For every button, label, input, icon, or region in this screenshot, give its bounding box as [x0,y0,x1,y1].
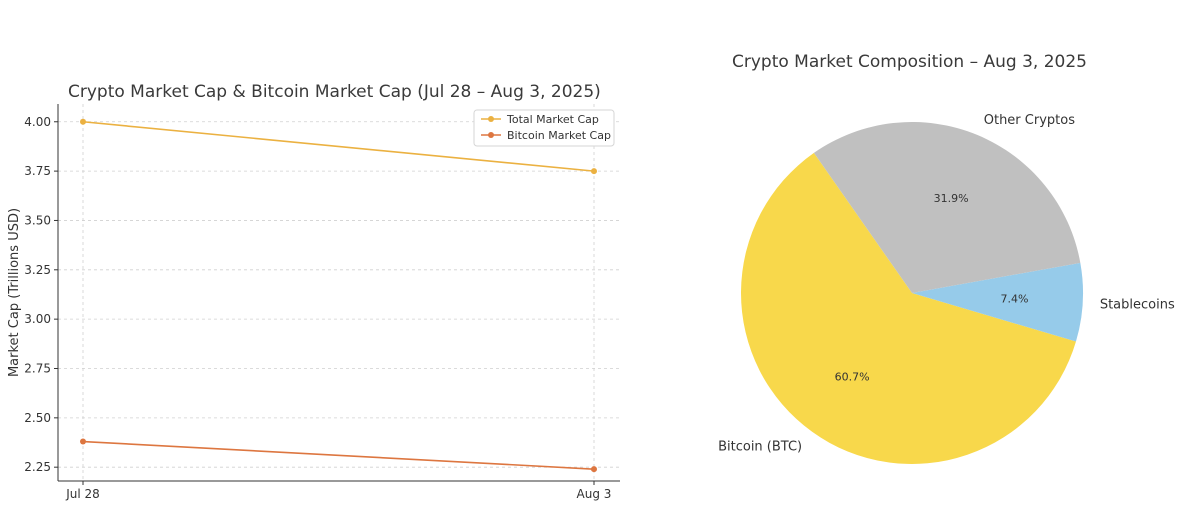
line-chart-title: Crypto Market Cap & Bitcoin Market Cap (… [68,82,601,102]
data-point [591,168,597,175]
pie-slice [813,121,1081,293]
pie-slice-label: Stablecoins [1100,297,1175,312]
pie-chart-title: Crypto Market Composition – Aug 3, 2025 [732,52,1087,72]
series-line-1 [82,440,595,470]
x-tick-label: Aug 3 [577,487,612,501]
legend-marker [488,116,494,122]
pie-slice [912,262,1083,342]
legend-box [473,109,615,147]
data-point [80,438,86,445]
pie-chart: 60.7% Bitcoin (BTC) 7.4% Stablecoins 31.9% Ot… [718,113,1175,465]
y-tick-label: 2.25 [24,460,51,474]
series-line-0 [82,120,595,172]
pie-slice [741,152,1076,465]
y-axis-title: Market Cap (Trillions USD) [7,208,22,377]
x-tick-label: Jul 28 [65,487,100,501]
pie-slice-label: Other Cryptos [984,113,1075,128]
data-point [591,466,597,473]
legend-label: Total Market Cap [506,113,599,126]
line-chart: 2.25 2.50 2.75 3.00 3.25 3.50 3.75 4.00 Jul 28 Au… [7,104,620,501]
pie-pct-label: 60.7% [835,370,870,383]
y-tick-label: 3.75 [24,164,51,178]
pie-pct-label: 31.9% [934,192,969,205]
y-tick-label: 4.00 [24,115,51,129]
y-tick-label: 2.75 [24,361,51,375]
legend-marker [488,132,494,138]
data-point [80,118,86,125]
y-tick-label: 3.50 [24,213,51,227]
y-tick-label: 2.50 [24,411,51,425]
y-tick-label: 3.25 [24,263,51,277]
pie-slice-label: Bitcoin (BTC) [718,440,802,455]
legend-label: Bitcoin Market Cap [507,129,611,142]
pie-pct-label: 7.4% [1000,293,1028,306]
y-tick-label: 3.00 [24,312,51,326]
